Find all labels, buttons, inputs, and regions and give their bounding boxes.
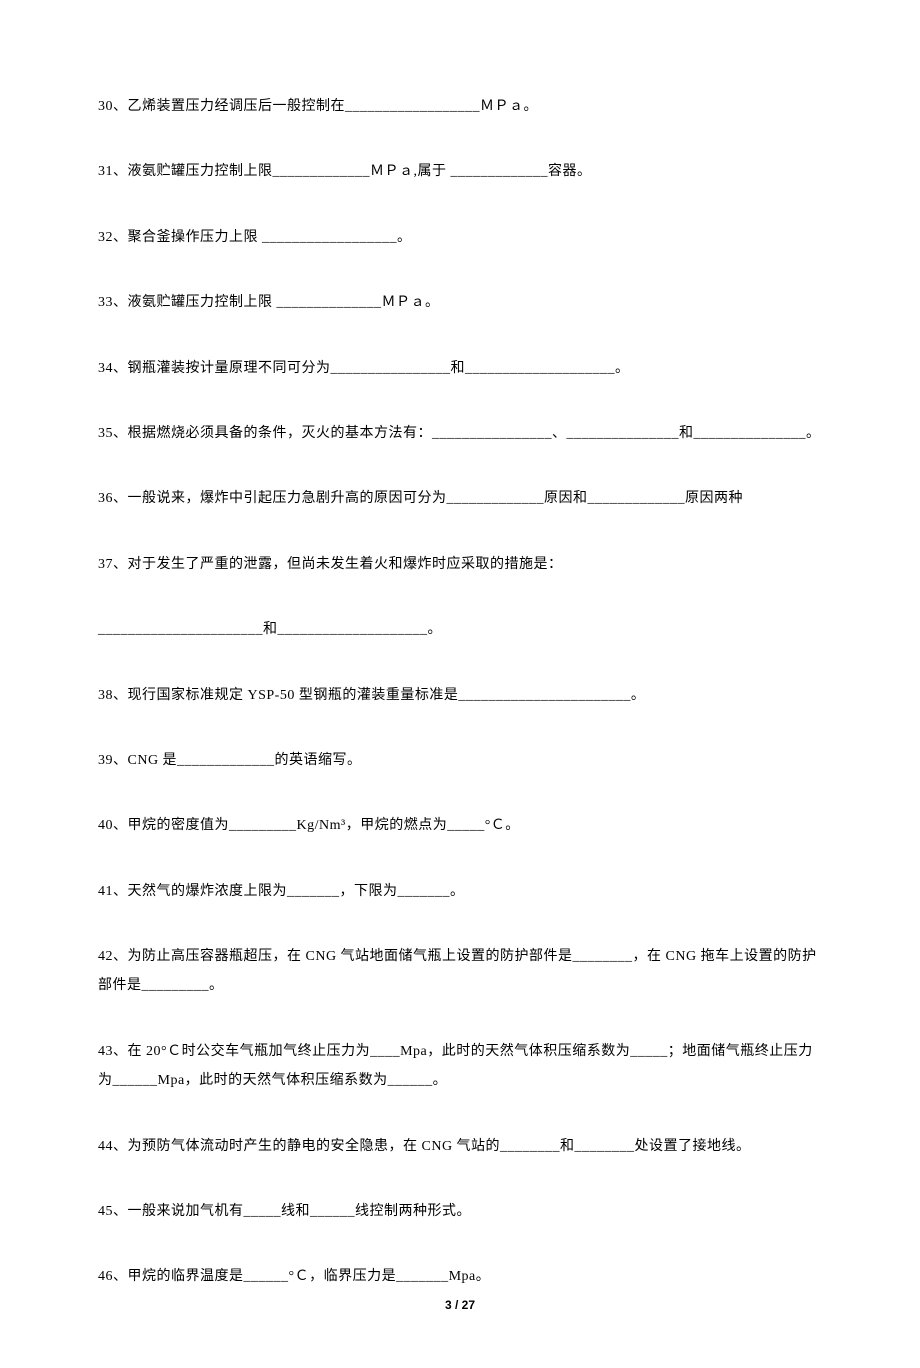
question-39: 39、CNG 是_____________的英语缩写。 bbox=[98, 746, 822, 775]
question-31: 31、液氨贮罐压力控制上限_____________ＭＰａ,属于 _______… bbox=[98, 157, 822, 186]
question-38: 38、现行国家标准规定 YSP-50 型钢瓶的灌装重量标准是__________… bbox=[98, 681, 822, 710]
question-33: 33、液氨贮罐压力控制上限 ______________ＭＰａ。 bbox=[98, 288, 822, 317]
question-34: 34、钢瓶灌装按计量原理不同可分为________________和______… bbox=[98, 354, 822, 383]
question-37-part-a: 37、对于发生了严重的泄露，但尚未发生着火和爆炸时应采取的措施是： bbox=[98, 550, 822, 579]
page-number: 3 / 27 bbox=[445, 1298, 475, 1312]
question-45: 45、一般来说加气机有_____线和______线控制两种形式。 bbox=[98, 1197, 822, 1226]
question-35: 35、根据燃烧必须具备的条件，灭火的基本方法有：________________… bbox=[98, 419, 822, 448]
question-44: 44、为预防气体流动时产生的静电的安全隐患，在 CNG 气站的________和… bbox=[98, 1132, 822, 1161]
question-43: 43、在 20°Ｃ时公交车气瓶加气终止压力为____Mpa，此时的天然气体积压缩… bbox=[98, 1037, 822, 1096]
question-40: 40、甲烷的密度值为_________Kg/Nm³，甲烷的燃点为_____°Ｃ。 bbox=[98, 811, 822, 840]
question-42: 42、为防止高压容器瓶超压，在 CNG 气站地面储气瓶上设置的防护部件是____… bbox=[98, 942, 822, 1001]
question-41: 41、天然气的爆炸浓度上限为_______，下限为_______。 bbox=[98, 877, 822, 906]
question-30: 30、乙烯装置压力经调压后一般控制在__________________ＭＰａ。 bbox=[98, 92, 822, 121]
question-37-part-b: ______________________和_________________… bbox=[98, 615, 822, 644]
question-46: 46、甲烷的临界温度是______°Ｃ，临界压力是_______Mpa。 bbox=[98, 1262, 822, 1291]
question-36: 36、一般说来，爆炸中引起压力急剧升高的原因可分为_____________原因… bbox=[98, 484, 822, 513]
question-32: 32、聚合釜操作压力上限 __________________。 bbox=[98, 223, 822, 252]
